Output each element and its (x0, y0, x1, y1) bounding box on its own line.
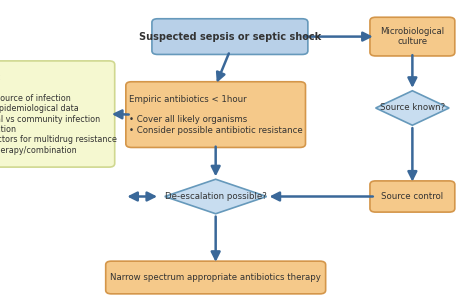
Polygon shape (375, 91, 449, 125)
Text: Empiric antibiotics < 1hour

• Cover all likely organisms
• Consider possible an: Empiric antibiotics < 1hour • Cover all … (129, 94, 302, 135)
Text: Source known?: Source known? (380, 103, 445, 112)
Text: Consider:

• Likely source of infection
• Local epidemiological data
• Hospital : Consider: • Likely source of infection •… (0, 73, 117, 155)
FancyBboxPatch shape (370, 181, 455, 212)
Text: De-escalation possible?: De-escalation possible? (165, 192, 266, 201)
Text: Microbiological
culture: Microbiological culture (380, 27, 445, 46)
FancyBboxPatch shape (106, 261, 326, 294)
Text: Narrow spectrum appropriate antibiotics therapy: Narrow spectrum appropriate antibiotics … (110, 273, 321, 282)
FancyBboxPatch shape (370, 17, 455, 56)
Text: Suspected sepsis or septic shock: Suspected sepsis or septic shock (139, 32, 321, 42)
Polygon shape (165, 179, 266, 214)
FancyBboxPatch shape (152, 19, 308, 54)
FancyBboxPatch shape (126, 82, 306, 148)
FancyBboxPatch shape (0, 61, 115, 167)
Text: Source control: Source control (381, 192, 444, 201)
